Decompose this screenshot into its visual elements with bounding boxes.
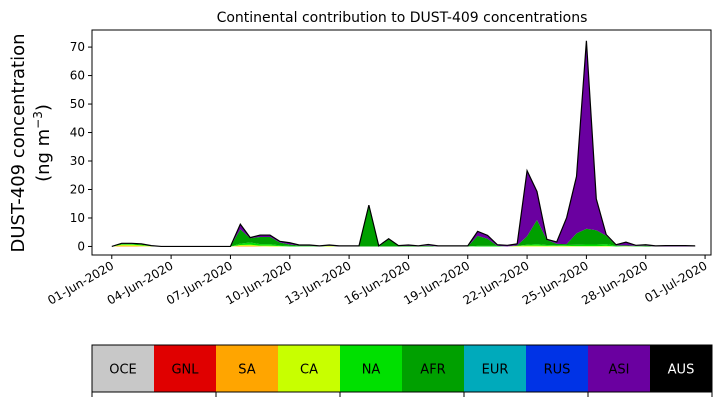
colorbar-label-oce: OCE xyxy=(109,363,137,378)
colorbar-label-rus: RUS xyxy=(544,363,571,378)
colorbar-swatch-ca xyxy=(278,345,340,392)
x-tick-label: 22-Jun-2020 xyxy=(461,258,532,307)
colorbar-swatch-na xyxy=(340,345,402,392)
colorbar-label-sa: SA xyxy=(238,363,255,378)
y-tick-label: 60 xyxy=(70,69,85,83)
area-series-afr xyxy=(111,206,696,247)
x-tick-label: 28-Jun-2020 xyxy=(579,258,650,307)
area-series-na xyxy=(111,242,696,247)
colorbar-swatch-gnl xyxy=(154,345,216,392)
y-tick-label: 20 xyxy=(70,182,85,196)
area-series-asi xyxy=(111,40,696,247)
colorbar-frame xyxy=(91,344,713,393)
area-series-aus xyxy=(111,40,696,247)
colorbar-swatch-asi xyxy=(588,345,650,392)
y-tick-label: 40 xyxy=(70,126,85,140)
x-tick-label: 04-Jun-2020 xyxy=(105,258,176,307)
x-tick-label: 25-Jun-2020 xyxy=(520,258,591,307)
x-tick-label: 01-Jul-2020 xyxy=(642,258,709,305)
chart-title: Continental contribution to DUST-409 con… xyxy=(217,10,588,26)
y-axis-unit-label: (ng m−3) xyxy=(31,104,54,182)
x-tick-label: 07-Jun-2020 xyxy=(164,258,235,307)
colorbar-label-eur: EUR xyxy=(482,363,509,378)
total-outline xyxy=(111,40,696,248)
x-tick-label: 01-Jun-2020 xyxy=(45,258,116,307)
x-axis: 01-Jun-202004-Jun-202007-Jun-202010-Jun-… xyxy=(45,255,710,308)
colorbar-swatch-oce xyxy=(92,345,154,392)
y-tick-label: 50 xyxy=(70,97,85,111)
y-axis-label: DUST-409 concentration xyxy=(8,33,29,252)
y-tick-label: 30 xyxy=(70,154,85,168)
y-tick-label: 10 xyxy=(70,211,85,225)
x-tick-label: 10-Jun-2020 xyxy=(223,258,294,307)
y-axis-unit-exponent: −3 xyxy=(31,111,45,129)
x-tick-label: 13-Jun-2020 xyxy=(283,258,354,307)
colorbar-label-asi: ASI xyxy=(609,363,630,378)
y-axis-unit-end: ) xyxy=(33,104,54,111)
colorbar-swatch-afr xyxy=(402,345,464,392)
stacked-area-group xyxy=(111,40,696,248)
y-tick-label: 70 xyxy=(70,40,85,54)
y-axis: 0 10 20 30 40 50 60 70 xyxy=(70,40,92,253)
colorbar-swatch-rus xyxy=(526,345,588,392)
y-tick-label: 0 xyxy=(77,239,85,253)
x-tick-label: 16-Jun-2020 xyxy=(342,258,413,307)
colorbar-swatch-aus xyxy=(650,345,712,392)
x-tick-label: 19-Jun-2020 xyxy=(401,258,472,307)
colorbar-label-gnl: GNL xyxy=(171,363,199,378)
continent-colorbar: OCE GNL SA CA NA AFR EUR RUS ASI AUS xyxy=(91,344,713,397)
colorbar-swatch-eur xyxy=(464,345,526,392)
colorbar-label-aus: AUS xyxy=(668,363,695,378)
y-axis-unit-base: (ng m xyxy=(33,129,54,182)
area-series-sa xyxy=(111,245,696,247)
colorbar-label-afr: AFR xyxy=(420,363,445,378)
area-series-ca xyxy=(111,244,696,247)
colorbar-label-na: NA xyxy=(362,363,381,378)
colorbar-swatch-sa xyxy=(216,345,278,392)
plot-frame xyxy=(91,29,712,256)
colorbar-label-ca: CA xyxy=(300,363,318,378)
